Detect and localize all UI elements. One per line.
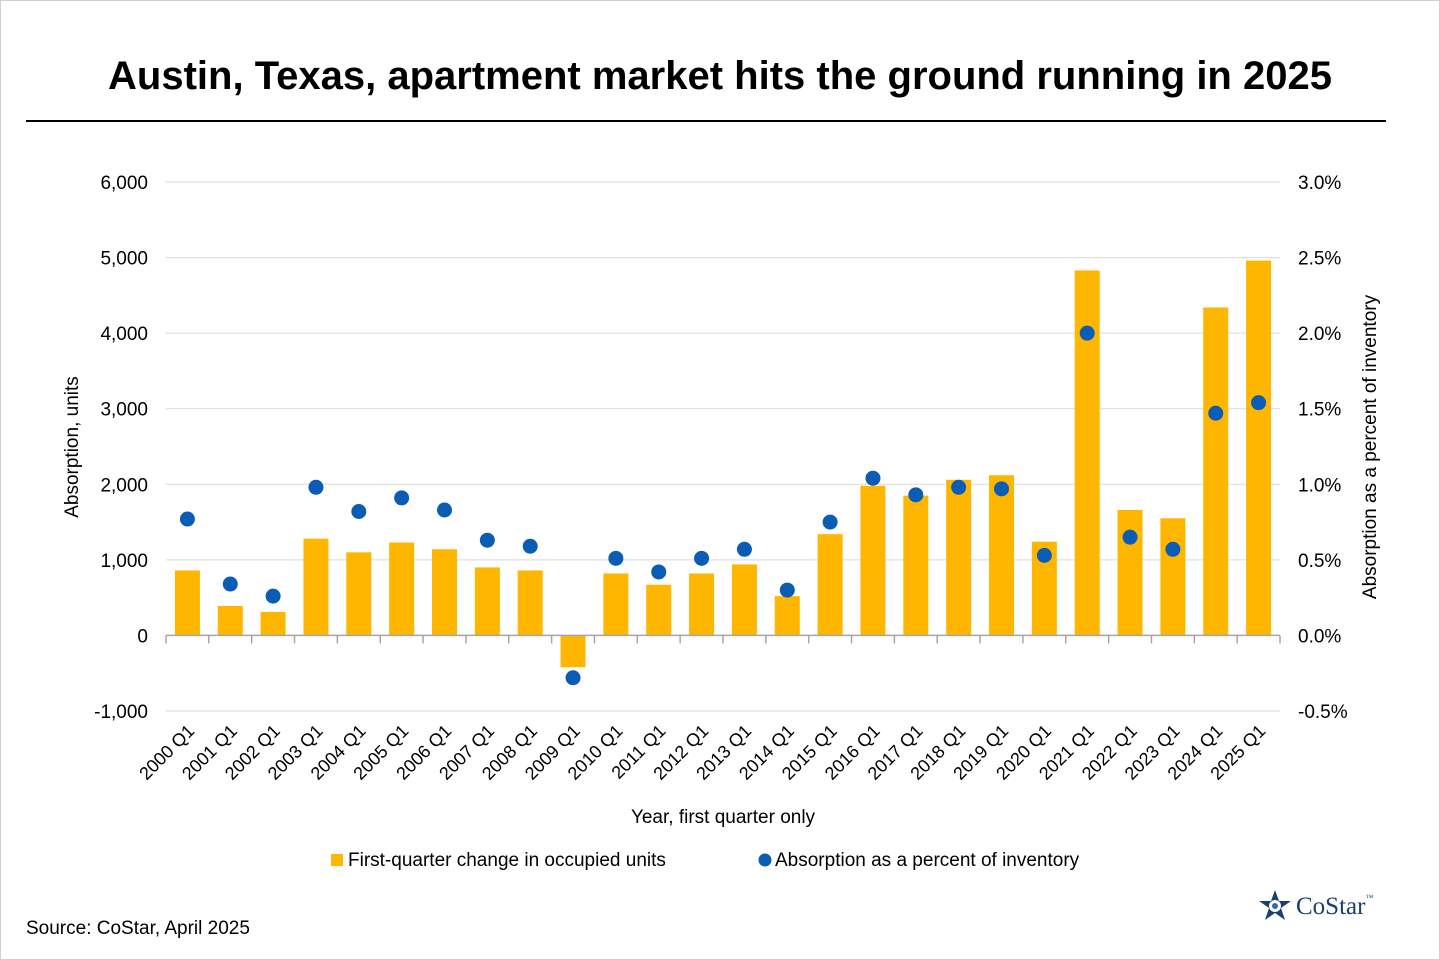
y-tick-label: 3,000	[100, 400, 148, 421]
data-point	[994, 481, 1009, 497]
costar-star-icon	[1259, 890, 1291, 920]
x-axis-title: Year, first quarter only	[631, 807, 816, 828]
bar	[432, 549, 457, 636]
bar	[174, 570, 200, 636]
bar	[903, 495, 929, 636]
data-point	[651, 564, 667, 580]
bar	[946, 479, 972, 636]
data-point	[1036, 547, 1052, 563]
data-point	[351, 503, 367, 519]
data-point	[265, 588, 281, 604]
data-point	[779, 582, 795, 598]
source-note: Source: CoStar, April 2025	[26, 918, 250, 939]
data-point	[1165, 541, 1181, 557]
bar	[517, 570, 543, 636]
data-point	[394, 490, 410, 506]
bar	[689, 573, 715, 636]
data-point	[908, 487, 924, 503]
legend-swatch-dot	[758, 853, 772, 867]
data-point	[222, 576, 238, 592]
bar	[303, 538, 329, 636]
bar	[474, 567, 500, 636]
bar	[646, 584, 672, 636]
bar	[560, 635, 586, 668]
y-tick-label: -1,000	[94, 702, 148, 723]
bar	[260, 612, 286, 636]
y2-tick-label: 1.5%	[1298, 400, 1341, 421]
chart-title: Austin, Texas, apartment market hits the…	[108, 54, 1332, 98]
y2-tick-label: 3.0%	[1298, 173, 1341, 194]
y2-tick-label: 0.0%	[1298, 626, 1341, 647]
y-tick-label: 0	[137, 626, 148, 647]
data-point	[1122, 529, 1138, 545]
legend-label-dot: Absorption as a percent of inventory	[775, 850, 1080, 871]
data-point	[822, 514, 838, 530]
bar	[731, 564, 757, 636]
bar	[1117, 509, 1143, 636]
data-point	[694, 550, 710, 566]
y2-tick-label: 2.5%	[1298, 249, 1341, 270]
y-tick-label: 6,000	[100, 173, 148, 194]
bar	[1160, 518, 1186, 636]
legend-swatch-bar	[331, 854, 343, 866]
bar	[603, 573, 629, 636]
bar	[389, 542, 415, 636]
data-point	[1208, 405, 1224, 421]
bar	[774, 596, 800, 636]
legend-label-bar: First-quarter change in occupied units	[348, 850, 666, 871]
y-tick-label: 4,000	[100, 324, 148, 345]
y-tick-label: 1,000	[100, 551, 148, 572]
bar	[1246, 260, 1272, 636]
costar-logo: CoStar™	[1258, 889, 1388, 925]
y2-tick-label: 0.5%	[1298, 551, 1341, 572]
bar	[1203, 307, 1229, 636]
data-point	[736, 541, 752, 557]
bar	[346, 552, 372, 636]
y2-tick-label: 1.0%	[1298, 475, 1341, 496]
data-point	[522, 538, 538, 554]
data-point	[865, 470, 881, 486]
data-point	[437, 502, 452, 518]
bar	[1074, 270, 1100, 636]
data-point	[308, 479, 324, 495]
bar	[217, 605, 243, 636]
y-tick-label: 5,000	[100, 249, 148, 270]
data-point	[479, 532, 495, 548]
data-point	[1251, 395, 1267, 411]
y2-tick-label: -0.5%	[1298, 702, 1348, 723]
bar	[860, 485, 886, 636]
bar	[989, 475, 1014, 636]
y2-axis-title: Absorption as a percent of inventory	[1360, 294, 1381, 599]
y-axis-title: Absorption, units	[62, 376, 83, 518]
title-underline	[26, 120, 1386, 122]
y-tick-label: 2,000	[100, 475, 148, 496]
data-point	[179, 511, 195, 527]
data-point	[1079, 325, 1095, 341]
y2-tick-label: 2.0%	[1298, 324, 1341, 345]
costar-logo-text: CoStar™	[1296, 893, 1374, 920]
data-point	[565, 670, 581, 686]
data-point	[608, 550, 624, 566]
bar	[817, 534, 843, 636]
data-point	[951, 479, 967, 495]
